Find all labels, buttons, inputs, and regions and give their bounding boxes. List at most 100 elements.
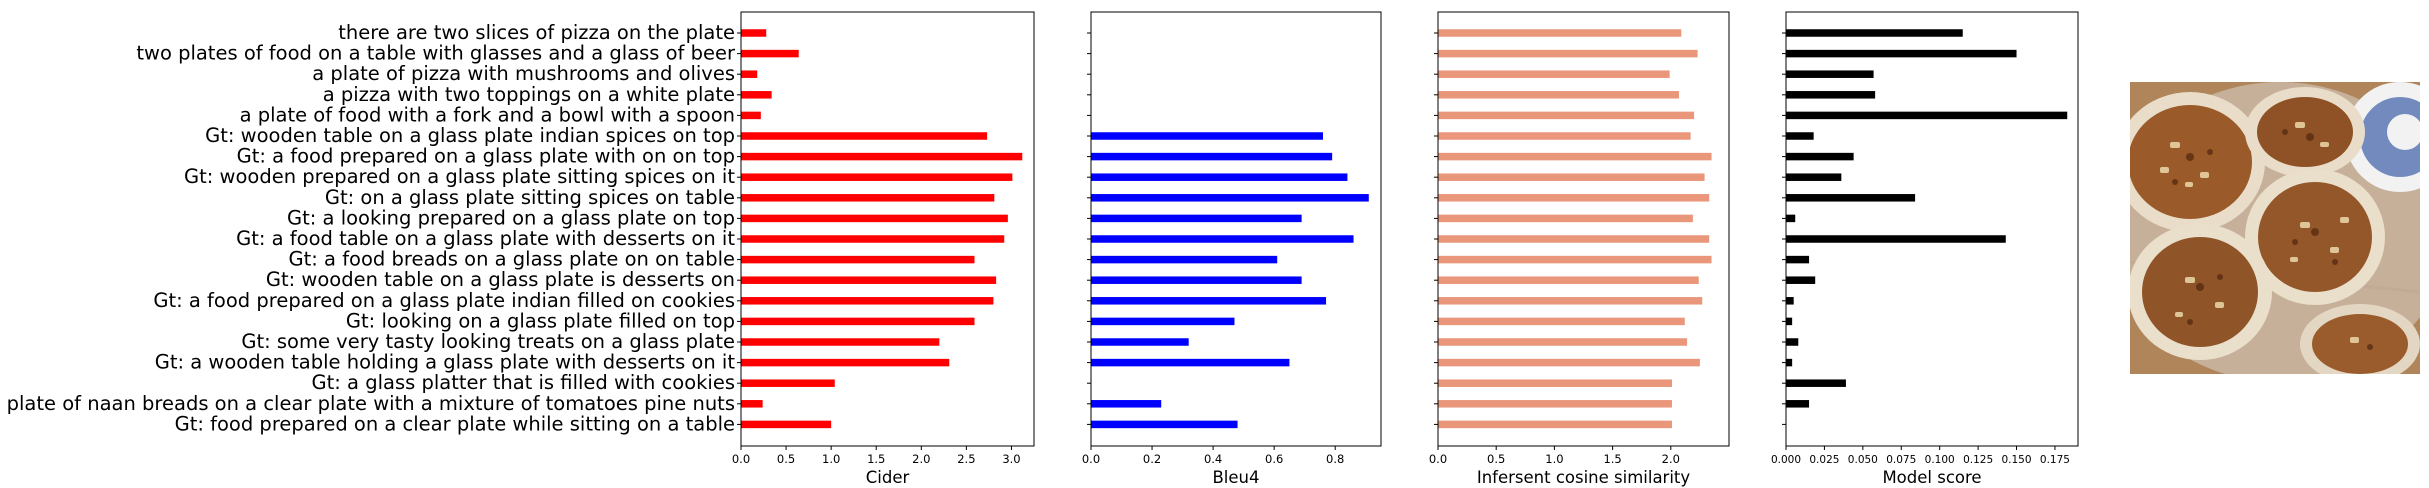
x-tick-label: 2.0 [1662,452,1680,466]
x-tick-label: 1.5 [867,452,885,466]
x-tick-label: 0.2 [1143,452,1161,466]
bar [1786,255,1810,264]
bar [1438,214,1693,223]
x-tick-label: 0.0 [732,452,750,466]
axes-frame [740,11,1035,447]
x-tick-label: 1.0 [1545,452,1563,466]
bar [1438,255,1712,264]
x-tick-label: 0.000 [1771,454,1801,466]
category-label: Gt: wooden prepared on a glass plate sit… [184,165,735,188]
x-tick-label: 0.4 [1204,452,1222,466]
category-label: Gt: a glass platter that is filled with … [312,371,735,394]
bar [741,235,1005,243]
category-label: a plate of food with a fork and a bowl w… [240,103,735,126]
bar [1091,317,1235,326]
bar [1091,276,1302,284]
category-label: a pizza with two toppings on a white pla… [323,83,735,106]
bar [1438,91,1679,99]
axes-frame [1785,11,2079,447]
bar [741,152,1023,161]
bar [741,255,975,264]
x-tick-label: 0.125 [1963,454,1993,466]
bar [741,297,994,305]
category-label: Gt: a food breads on a glass plate on on… [289,248,735,271]
bar [1786,276,1816,284]
bar [741,70,758,78]
bar [741,132,988,140]
x-tick-label: 0.0 [1082,452,1100,466]
bar [1438,420,1672,429]
bar [1786,70,1874,78]
axes-frame [1090,11,1382,447]
bar [1786,235,2006,243]
x-axis-label: Infersent cosine similarity [1477,468,1691,487]
bar [1091,194,1369,202]
bar [1091,420,1238,429]
bar [741,420,832,429]
bar [1786,91,1876,99]
bar [1786,214,1796,223]
bar [741,194,995,202]
bar [1786,297,1794,305]
x-axis-label: Cider [866,468,910,487]
bar [1438,358,1700,367]
bar [741,173,1013,181]
category-label: Gt: wooden table on a glass plate indian… [205,124,735,147]
bar [1438,173,1705,181]
bar [741,49,799,58]
bar [1091,214,1302,223]
x-tick-label: 0.5 [1487,452,1505,466]
bar [1091,338,1189,346]
bar [1786,49,2017,58]
category-label: Gt: looking on a glass plate filled on t… [346,309,735,332]
bar [1786,152,1854,161]
bar [1786,317,1793,326]
bar [1438,338,1688,346]
bar [1786,111,2068,120]
x-tick-label: 0.8 [1326,452,1344,466]
category-label: Gt: a looking prepared on a glass plate … [287,206,735,229]
bar [1438,70,1670,78]
bar [1438,379,1672,387]
category-label: Gt: some very tasty looking treats on a … [241,330,735,353]
bar [741,29,767,37]
bar [1438,49,1698,58]
category-label: two plates of food on a table with glass… [136,42,736,65]
x-tick-label: 1.5 [1603,452,1621,466]
bar [1438,152,1712,161]
x-tick-label: 0.025 [1809,454,1839,466]
x-tick-label: 0.6 [1265,452,1283,466]
x-tick-label: 0.5 [777,452,795,466]
x-tick-label: 0.175 [2040,454,2070,466]
bar [741,214,1008,223]
category-label: Gt: a food table on a glass plate with d… [236,227,735,250]
category-label: Gt: wooden table on a glass plate is des… [266,268,735,291]
pizza-photo [2130,82,2420,374]
category-label: Gt: food prepared on a clear plate while… [175,412,735,435]
x-axis-label: Model score [1882,468,1981,487]
bar [1438,235,1710,243]
x-tick-label: 3.0 [1002,452,1020,466]
bar [1786,173,1842,181]
bar [741,379,835,387]
bar [1091,358,1290,367]
category-label: Gt: a wooden table holding a glass plate… [155,351,736,374]
bar [1438,29,1682,37]
bar [1438,111,1695,120]
bar [1438,400,1672,408]
bar [1091,152,1333,161]
bar [741,91,772,99]
category-label: a plate of pizza with mushrooms and oliv… [312,62,735,85]
x-tick-label: 0.150 [2001,454,2031,466]
x-tick-label: 0.075 [1886,454,1916,466]
category-label: Gt: a food prepared on a glass plate wit… [237,145,735,168]
category-label: there are two slices of pizza on the pla… [338,21,735,44]
bar [1091,297,1327,305]
category-label: Gt: a food prepared on a glass plate ind… [153,289,735,312]
bar [1091,255,1278,264]
bar [1786,194,1916,202]
x-tick-label: 0.050 [1848,454,1878,466]
x-tick-label: 1.0 [822,452,840,466]
bar [1091,400,1162,408]
